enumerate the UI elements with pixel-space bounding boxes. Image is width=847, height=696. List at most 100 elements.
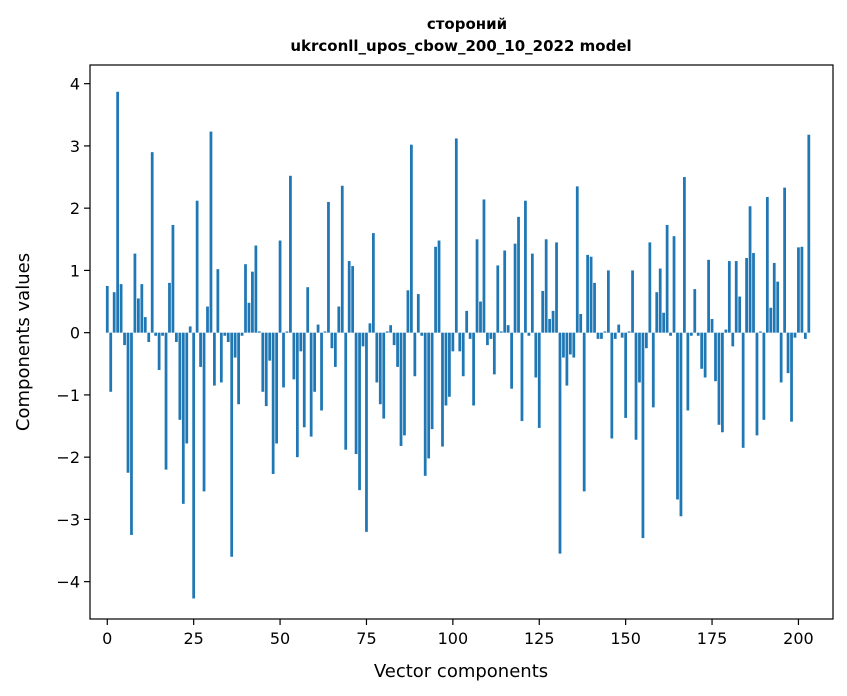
bar-47 xyxy=(268,332,272,361)
bar-202 xyxy=(803,332,807,339)
bar-192 xyxy=(769,307,773,333)
bar-194 xyxy=(776,281,780,333)
bar-160 xyxy=(658,268,662,333)
bar-51 xyxy=(282,332,285,388)
bar-104 xyxy=(465,310,469,333)
x-tick-label: 75 xyxy=(356,629,376,648)
bar-119 xyxy=(517,216,520,333)
y-tick-label: −4 xyxy=(56,573,80,592)
bar-146 xyxy=(610,332,614,439)
x-axis-ticks: 0 25 50 75 100 125 150 175 200 xyxy=(102,619,814,648)
y-tick-label: −1 xyxy=(56,386,80,405)
bar-28 xyxy=(202,332,206,492)
bar-73 xyxy=(358,332,361,491)
bar-186 xyxy=(748,206,752,333)
bar-144 xyxy=(603,331,607,333)
bar-199 xyxy=(793,332,797,338)
bar-170 xyxy=(693,289,697,333)
bar-59 xyxy=(309,332,313,437)
bar-145 xyxy=(606,270,610,333)
bar-29 xyxy=(206,306,209,333)
bar-27 xyxy=(199,332,202,367)
bar-52 xyxy=(285,331,289,333)
bar-168 xyxy=(686,332,690,411)
bar-185 xyxy=(745,257,748,333)
bar-26 xyxy=(195,200,199,333)
bar-112 xyxy=(492,332,496,375)
bar-114 xyxy=(499,331,503,333)
bar-127 xyxy=(544,239,548,333)
bar-136 xyxy=(575,186,579,333)
bar-175 xyxy=(710,318,714,333)
bar-177 xyxy=(717,332,721,425)
bar-134 xyxy=(568,332,572,355)
bar-167 xyxy=(683,177,686,333)
bar-88 xyxy=(410,144,413,333)
bar-79 xyxy=(378,332,382,405)
bar-40 xyxy=(244,264,247,333)
bar-75 xyxy=(365,332,368,532)
bar-122 xyxy=(527,332,531,336)
bar-180 xyxy=(727,261,731,333)
bar-68 xyxy=(340,185,344,333)
y-axis-label: Components values xyxy=(13,253,34,431)
bar-81 xyxy=(385,331,389,333)
bar-105 xyxy=(468,332,472,339)
bar-100 xyxy=(451,332,455,352)
bar-71 xyxy=(351,266,355,333)
bar-62 xyxy=(320,332,323,411)
bar-86 xyxy=(403,332,406,436)
bar-142 xyxy=(596,332,600,339)
bar-69 xyxy=(344,332,348,450)
bar-109 xyxy=(482,199,486,333)
bar-57 xyxy=(302,332,306,428)
bar-6 xyxy=(126,332,130,473)
bar-90 xyxy=(416,294,420,333)
bar-203 xyxy=(807,134,811,333)
bar-98 xyxy=(444,332,448,406)
bar-34 xyxy=(223,332,227,336)
bar-31 xyxy=(213,332,216,386)
bar-153 xyxy=(634,332,638,440)
bar-117 xyxy=(510,332,513,389)
bar-19 xyxy=(171,224,175,333)
bar-159 xyxy=(655,292,659,333)
bar-149 xyxy=(620,332,624,338)
bar-183 xyxy=(738,296,742,333)
bar-148 xyxy=(617,324,621,333)
bar-0 xyxy=(105,285,109,333)
bar-11 xyxy=(143,317,147,333)
bar-96 xyxy=(437,240,441,333)
bar-49 xyxy=(275,332,278,444)
bar-60 xyxy=(313,332,317,392)
bar-56 xyxy=(299,332,303,352)
bar-196 xyxy=(783,187,786,333)
y-axis-ticks: −4 −3 −2 −1 0 1 2 3 4 xyxy=(56,75,90,592)
bar-106 xyxy=(472,332,475,406)
bar-131 xyxy=(558,332,562,554)
bar-38 xyxy=(237,332,240,405)
bar-103 xyxy=(461,332,465,377)
bar-101 xyxy=(454,138,458,333)
y-tick-label: 1 xyxy=(70,261,80,280)
bar-4 xyxy=(119,284,123,333)
bar-108 xyxy=(479,301,482,333)
bar-115 xyxy=(503,250,507,333)
bar-54 xyxy=(292,332,296,380)
bar-124 xyxy=(534,332,538,378)
bar-128 xyxy=(548,318,551,333)
bar-110 xyxy=(486,332,489,346)
bar-5 xyxy=(123,332,126,346)
bar-93 xyxy=(427,332,431,459)
bar-193 xyxy=(772,262,776,333)
x-tick-label: 175 xyxy=(697,629,728,648)
bar-65 xyxy=(330,332,334,349)
bar-44 xyxy=(257,331,261,333)
bar-43 xyxy=(254,245,258,333)
bar-21 xyxy=(178,332,182,420)
bar-7 xyxy=(130,332,133,535)
bar-87 xyxy=(406,290,410,333)
bar-35 xyxy=(226,332,230,342)
bar-197 xyxy=(786,332,790,374)
